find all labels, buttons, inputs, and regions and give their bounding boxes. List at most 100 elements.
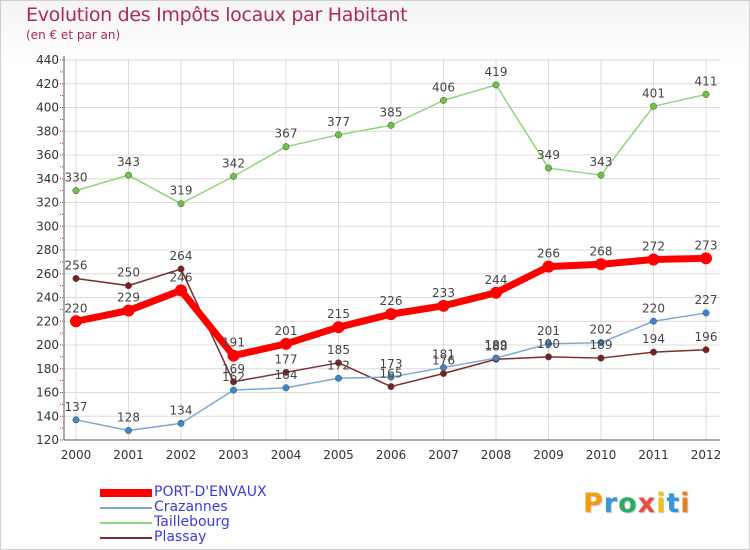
data-point [702, 309, 710, 317]
data-point [335, 359, 342, 367]
chart-subtitle: (en € et par an) [26, 28, 121, 42]
data-point [545, 353, 552, 361]
data-label: 343 [590, 155, 613, 169]
data-label: 201 [537, 324, 560, 338]
legend-label: Taillebourg [154, 514, 230, 530]
data-point [72, 416, 80, 424]
data-label: 201 [275, 324, 298, 338]
data-point [335, 374, 342, 382]
data-point [387, 121, 395, 129]
data-point [650, 317, 657, 325]
data-point [597, 171, 605, 179]
data-point [702, 90, 710, 98]
data-point [72, 187, 80, 195]
data-point [282, 143, 290, 151]
data-point [125, 171, 132, 179]
data-label: 272 [642, 240, 665, 254]
x-tick-label: 2001 [113, 448, 144, 462]
proxiti-logo: Proxiti [583, 488, 691, 519]
data-label: 220 [65, 301, 88, 315]
data-point [177, 419, 185, 427]
x-tick-label: 2000 [61, 448, 92, 462]
data-point [492, 354, 500, 362]
legend-label: Plassay [154, 529, 207, 545]
data-label: 229 [117, 291, 140, 305]
y-tick-label: 440 [36, 53, 59, 67]
legend-swatch [100, 522, 152, 524]
data-label: 215 [327, 307, 350, 321]
data-point [440, 96, 447, 104]
data-label: 196 [695, 330, 718, 344]
y-tick-label: 200 [36, 338, 59, 352]
data-label: 189 [590, 338, 613, 352]
data-label: 164 [275, 368, 298, 382]
data-label: 377 [327, 115, 350, 129]
y-tick-label: 360 [36, 148, 59, 162]
data-label: 177 [275, 352, 298, 366]
data-label: 226 [380, 294, 403, 308]
data-point [597, 339, 605, 347]
x-tick-label: 2012 [691, 448, 722, 462]
data-label: 233 [432, 286, 455, 300]
data-point [122, 304, 135, 317]
data-point [490, 286, 502, 299]
data-point [440, 370, 447, 377]
data-label: 185 [327, 343, 350, 357]
y-tick-label: 340 [36, 172, 59, 186]
y-tick-label: 320 [36, 196, 59, 210]
data-label: 406 [432, 80, 455, 94]
data-label: 162 [222, 370, 245, 384]
data-label: 250 [117, 266, 140, 280]
data-point [542, 260, 555, 273]
data-point [177, 265, 185, 273]
data-point [492, 81, 500, 89]
data-label: 128 [117, 411, 140, 425]
x-tick-label: 2009 [533, 448, 564, 462]
data-label: 266 [537, 247, 560, 261]
data-label: 244 [485, 273, 508, 287]
data-point [647, 253, 660, 266]
data-label: 188 [485, 339, 508, 353]
y-tick-label: 140 [36, 409, 59, 423]
data-point [385, 308, 397, 321]
y-tick-label: 300 [36, 219, 59, 233]
data-label: 385 [380, 105, 403, 119]
x-tick-label: 2008 [481, 448, 512, 462]
y-tick-label: 240 [36, 291, 59, 305]
x-tick-label: 2006 [376, 448, 407, 462]
data-point [230, 386, 237, 394]
y-tick-label: 260 [36, 267, 59, 281]
x-tick-label: 2002 [166, 448, 197, 462]
data-label: 419 [485, 65, 508, 79]
data-point [332, 321, 345, 334]
data-label: 342 [222, 156, 245, 170]
data-label: 190 [537, 337, 560, 351]
data-label: 367 [275, 127, 298, 141]
data-label: 165 [380, 367, 403, 381]
data-label: 169 [222, 362, 245, 376]
data-label: 137 [65, 400, 88, 414]
data-point [282, 384, 290, 392]
data-label: 227 [695, 293, 718, 307]
data-point [125, 282, 132, 290]
data-point [387, 373, 395, 381]
y-tick-label: 280 [36, 243, 59, 257]
data-point [597, 354, 605, 362]
data-label: 264 [170, 249, 193, 263]
data-point [335, 131, 342, 139]
y-tick-label: 180 [36, 362, 59, 376]
legend-swatch [100, 537, 152, 539]
data-label: 189 [485, 338, 508, 352]
data-point [440, 364, 447, 372]
chart-title: Evolution des Impôts locaux par Habitant [26, 4, 408, 26]
data-point [227, 349, 240, 362]
legend-label: PORT-D'ENVAUX [154, 484, 267, 500]
data-label: 181 [432, 348, 455, 362]
y-tick-label: 160 [36, 386, 59, 400]
data-label: 349 [537, 148, 560, 162]
data-point [387, 383, 395, 391]
data-point [702, 346, 710, 354]
y-tick-label: 220 [36, 314, 59, 328]
data-label: 319 [170, 184, 193, 198]
data-point [650, 102, 657, 110]
